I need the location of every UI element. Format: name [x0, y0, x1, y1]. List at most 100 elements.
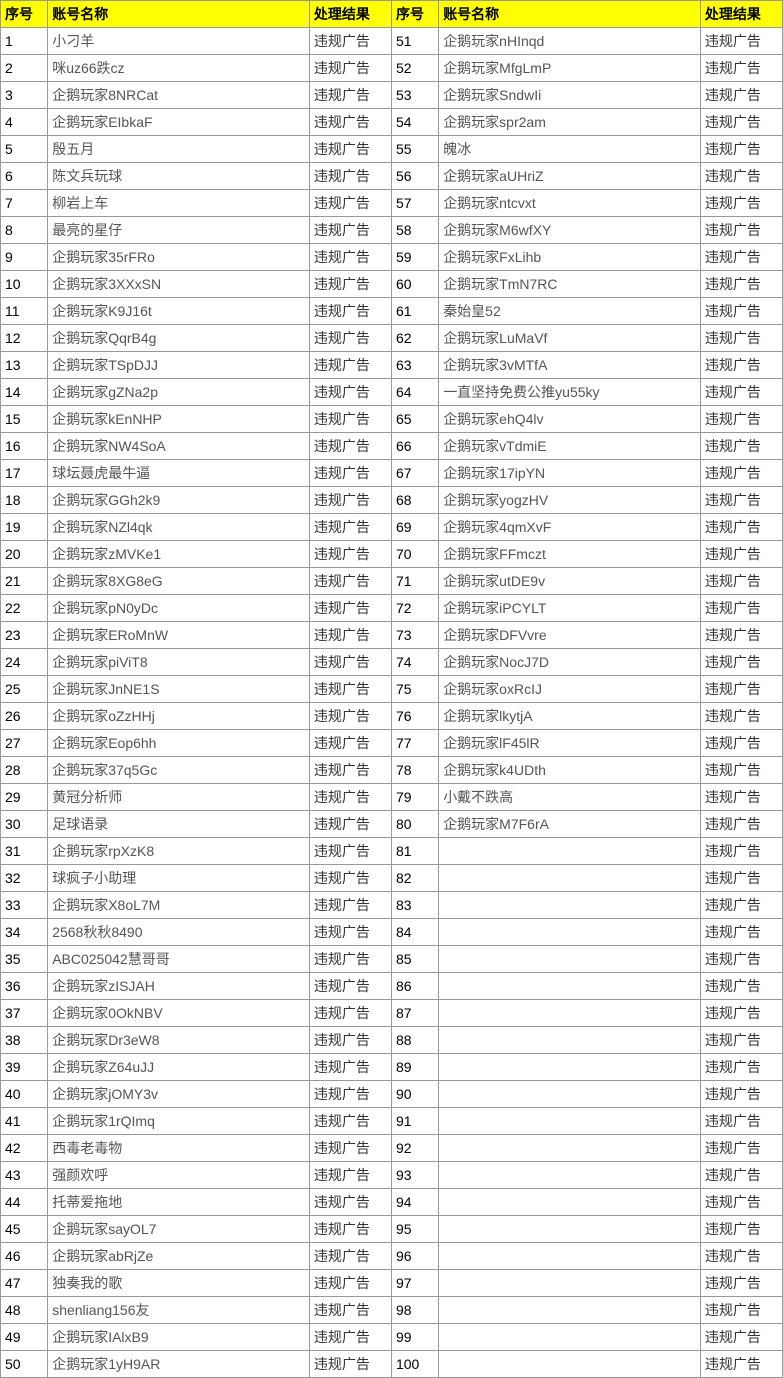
table-row: 25企鹅玩家JnNE1S违规广告75企鹅玩家oxRcIJ违规广告	[1, 676, 783, 703]
table-row: 3企鹅玩家8NRCat违规广告53企鹅玩家SndwIi违规广告	[1, 82, 783, 109]
cell-name: 小刁羊	[48, 28, 310, 55]
cell-result: 违规广告	[700, 1081, 782, 1108]
cell-result: 违规广告	[700, 1243, 782, 1270]
cell-name: 企鹅玩家SndwIi	[439, 82, 701, 109]
cell-name	[439, 1135, 701, 1162]
cell-result: 违规广告	[309, 487, 391, 514]
cell-idx: 43	[1, 1162, 48, 1189]
table-row: 35ABC025042慧哥哥违规广告85违规广告	[1, 946, 783, 973]
cell-idx: 65	[391, 406, 438, 433]
cell-result: 违规广告	[700, 1108, 782, 1135]
cell-idx: 1	[1, 28, 48, 55]
cell-name: 企鹅玩家zISJAH	[48, 973, 310, 1000]
cell-idx: 50	[1, 1351, 48, 1378]
cell-name: 球坛聂虎最牛逼	[48, 460, 310, 487]
cell-idx: 59	[391, 244, 438, 271]
cell-idx: 93	[391, 1162, 438, 1189]
cell-idx: 33	[1, 892, 48, 919]
cell-name: 企鹅玩家piViT8	[48, 649, 310, 676]
cell-idx: 97	[391, 1270, 438, 1297]
cell-idx: 60	[391, 271, 438, 298]
cell-result: 违规广告	[700, 595, 782, 622]
cell-idx: 66	[391, 433, 438, 460]
cell-idx: 61	[391, 298, 438, 325]
cell-result: 违规广告	[309, 1135, 391, 1162]
table-row: 28企鹅玩家37q5Gc违规广告78企鹅玩家k4UDth违规广告	[1, 757, 783, 784]
cell-result: 违规广告	[309, 271, 391, 298]
cell-name: 企鹅玩家k4UDth	[439, 757, 701, 784]
cell-result: 违规广告	[309, 352, 391, 379]
cell-idx: 75	[391, 676, 438, 703]
cell-name	[439, 1243, 701, 1270]
cell-result: 违规广告	[700, 109, 782, 136]
table-row: 46企鹅玩家abRjZe违规广告96违规广告	[1, 1243, 783, 1270]
cell-name: 企鹅玩家utDE9v	[439, 568, 701, 595]
table-row: 37企鹅玩家0OkNBV违规广告87违规广告	[1, 1000, 783, 1027]
cell-idx: 48	[1, 1297, 48, 1324]
cell-name: 企鹅玩家IAlxB9	[48, 1324, 310, 1351]
cell-idx: 46	[1, 1243, 48, 1270]
cell-idx: 55	[391, 136, 438, 163]
cell-result: 违规广告	[309, 892, 391, 919]
cell-result: 违规广告	[700, 1189, 782, 1216]
cell-name: 秦始皇52	[439, 298, 701, 325]
cell-name: 强颜欢呼	[48, 1162, 310, 1189]
cell-result: 违规广告	[309, 1324, 391, 1351]
cell-name: 足球语录	[48, 811, 310, 838]
cell-result: 违规广告	[700, 55, 782, 82]
table-row: 9企鹅玩家35rFRo违规广告59企鹅玩家FxLihb违规广告	[1, 244, 783, 271]
cell-name: 企鹅玩家lF45lR	[439, 730, 701, 757]
cell-idx: 39	[1, 1054, 48, 1081]
table-row: 24企鹅玩家piViT8违规广告74企鹅玩家NocJ7D违规广告	[1, 649, 783, 676]
cell-idx: 12	[1, 325, 48, 352]
cell-result: 违规广告	[700, 784, 782, 811]
cell-name	[439, 919, 701, 946]
cell-name: 企鹅玩家TSpDJJ	[48, 352, 310, 379]
cell-name	[439, 1270, 701, 1297]
cell-idx: 37	[1, 1000, 48, 1027]
cell-result: 违规广告	[700, 244, 782, 271]
cell-idx: 5	[1, 136, 48, 163]
table-row: 30足球语录违规广告80企鹅玩家M7F6rA违规广告	[1, 811, 783, 838]
header-idx-left: 序号	[1, 1, 48, 28]
cell-name: 企鹅玩家kEnNHP	[48, 406, 310, 433]
cell-idx: 98	[391, 1297, 438, 1324]
cell-result: 违规广告	[309, 217, 391, 244]
cell-result: 违规广告	[700, 28, 782, 55]
cell-result: 违规广告	[309, 325, 391, 352]
cell-idx: 91	[391, 1108, 438, 1135]
cell-idx: 69	[391, 514, 438, 541]
cell-result: 违规广告	[700, 325, 782, 352]
cell-idx: 20	[1, 541, 48, 568]
cell-result: 违规广告	[309, 703, 391, 730]
cell-name: 企鹅玩家3vMTfA	[439, 352, 701, 379]
table-row: 13企鹅玩家TSpDJJ违规广告63企鹅玩家3vMTfA违规广告	[1, 352, 783, 379]
cell-idx: 19	[1, 514, 48, 541]
cell-name: 小戴不跌高	[439, 784, 701, 811]
cell-name: 最亮的星仔	[48, 217, 310, 244]
cell-name: 企鹅玩家lkytjA	[439, 703, 701, 730]
cell-idx: 36	[1, 973, 48, 1000]
cell-result: 违规广告	[700, 676, 782, 703]
table-row: 47独奏我的歌违规广告97违规广告	[1, 1270, 783, 1297]
cell-idx: 49	[1, 1324, 48, 1351]
cell-idx: 96	[391, 1243, 438, 1270]
cell-result: 违规广告	[700, 568, 782, 595]
cell-idx: 45	[1, 1216, 48, 1243]
cell-name: 黄冠分析师	[48, 784, 310, 811]
header-name-right: 账号名称	[439, 1, 701, 28]
cell-result: 违规广告	[309, 514, 391, 541]
header-name-left: 账号名称	[48, 1, 310, 28]
cell-name: 魄冰	[439, 136, 701, 163]
header-result-left: 处理结果	[309, 1, 391, 28]
cell-result: 违规广告	[700, 1162, 782, 1189]
cell-result: 违规广告	[309, 190, 391, 217]
table-row: 45企鹅玩家sayOL7违规广告95违规广告	[1, 1216, 783, 1243]
table-row: 22企鹅玩家pN0yDc违规广告72企鹅玩家iPCYLT违规广告	[1, 595, 783, 622]
cell-idx: 9	[1, 244, 48, 271]
cell-idx: 8	[1, 217, 48, 244]
cell-idx: 3	[1, 82, 48, 109]
cell-result: 违规广告	[700, 1000, 782, 1027]
cell-name: 企鹅玩家TmN7RC	[439, 271, 701, 298]
cell-idx: 38	[1, 1027, 48, 1054]
